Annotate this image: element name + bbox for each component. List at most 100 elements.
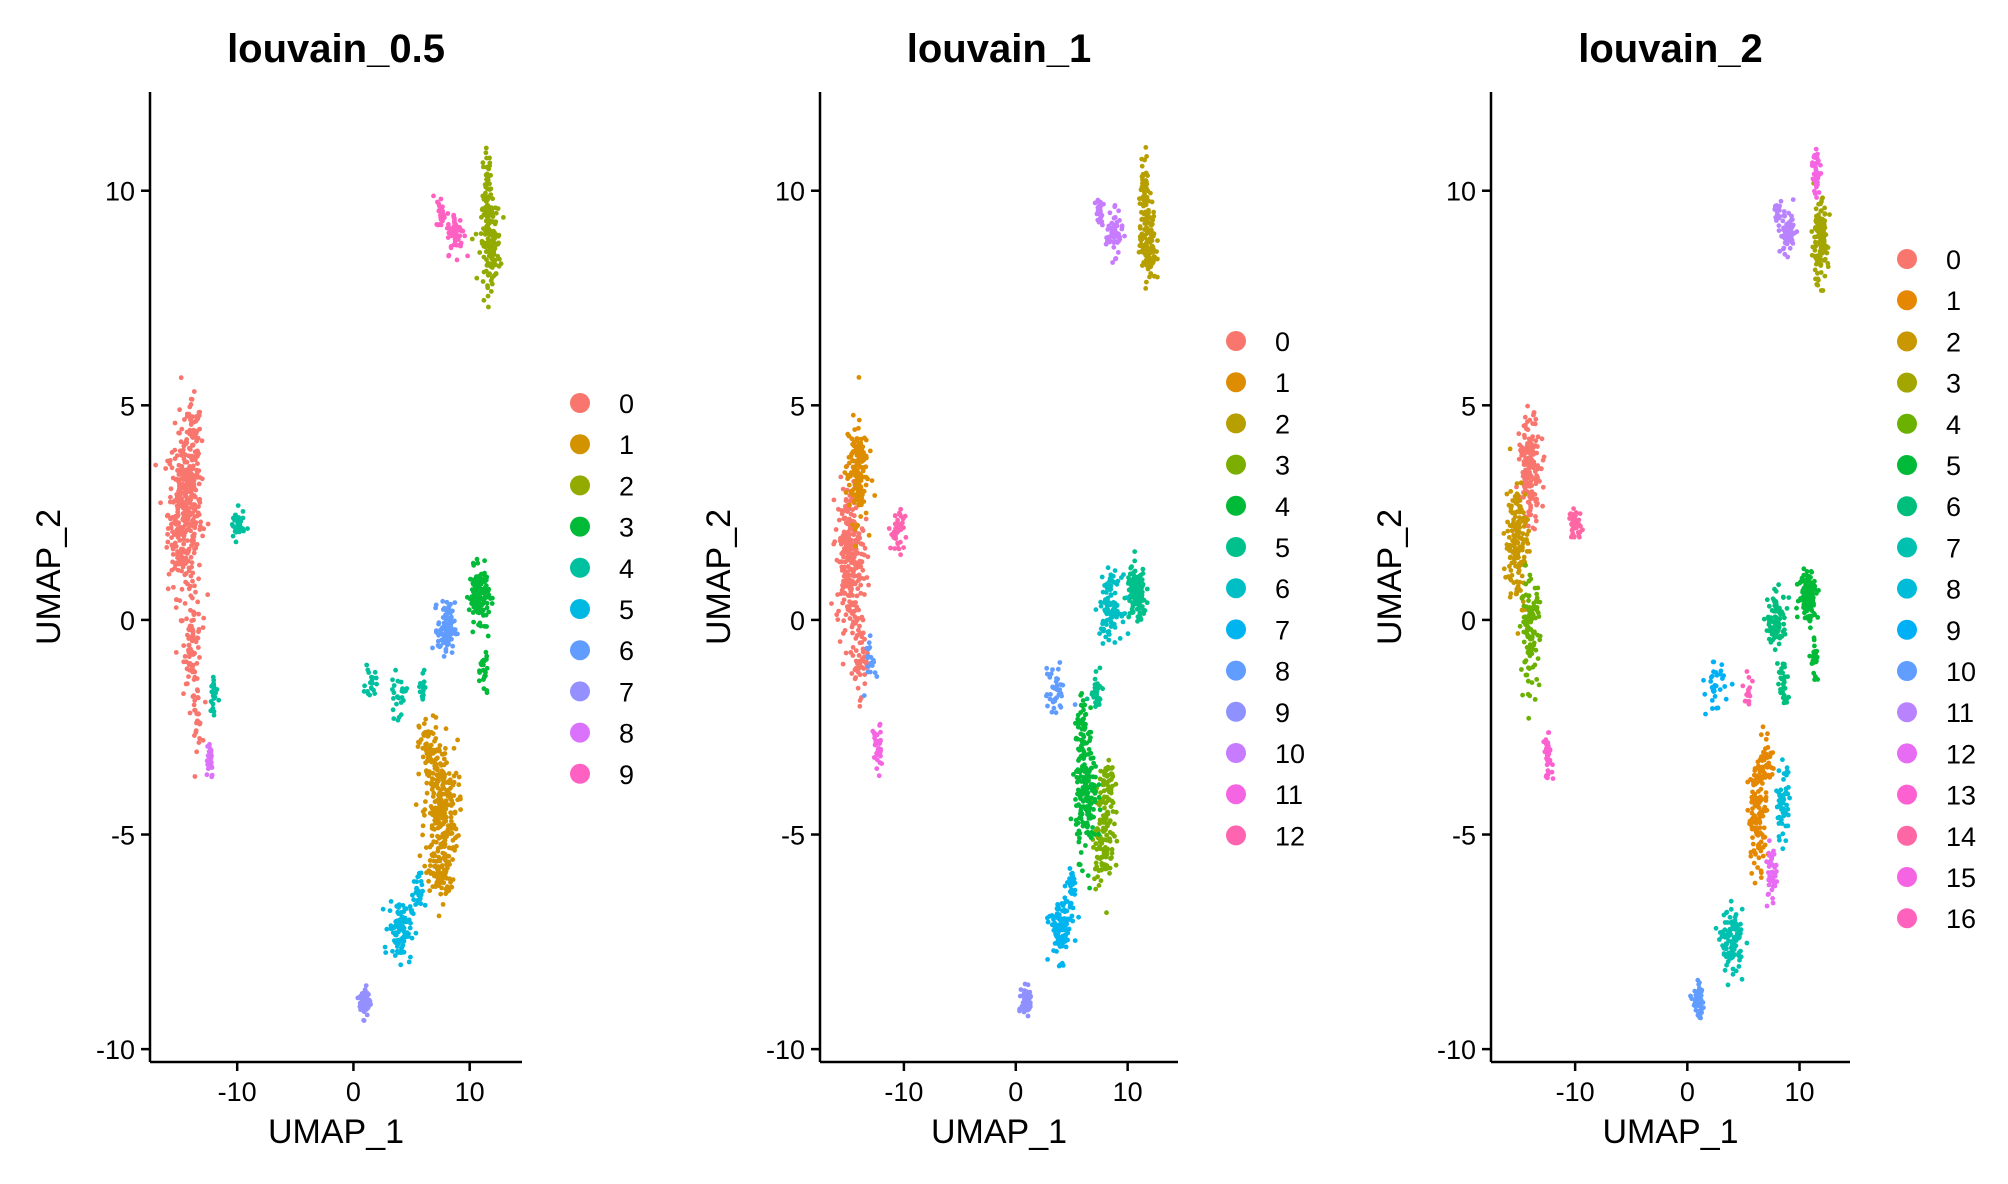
cell-point-cluster-3 (1099, 867, 1104, 873)
cell-point-cluster-6 (1103, 597, 1109, 602)
cell-point-cluster-9 (465, 253, 470, 259)
cell-point-cluster-0 (840, 533, 846, 538)
cell-point-cluster-1 (455, 737, 460, 743)
cell-point-cluster-1 (451, 793, 457, 798)
cell-point-cluster-1 (416, 771, 422, 777)
cell-point-cluster-2 (1139, 163, 1145, 169)
cell-point-cluster-0 (169, 521, 174, 527)
cell-point-cluster-4 (230, 523, 236, 529)
cell-point-cluster-5 (380, 906, 386, 912)
cell-point-cluster-11 (1778, 198, 1784, 204)
cell-point-cluster-1 (429, 833, 435, 839)
cell-point-cluster-5 (391, 938, 397, 943)
cell-point-cluster-10 (1111, 230, 1117, 236)
cell-point-cluster-4 (1521, 614, 1527, 620)
cell-point-cluster-3 (474, 556, 480, 562)
cell-point-cluster-0 (195, 461, 200, 466)
cell-point-cluster-8 (1050, 667, 1055, 672)
cell-point-cluster-11 (1788, 218, 1794, 223)
cell-point-cluster-0 (176, 520, 182, 526)
cell-point-cluster-0 (191, 637, 197, 642)
cell-point-cluster-0 (189, 543, 194, 548)
cell-point-cluster-1 (1752, 778, 1757, 784)
cell-point-cluster-4 (369, 674, 374, 680)
cell-point-cluster-0 (1529, 489, 1535, 495)
cell-point-cluster-5 (1130, 570, 1136, 576)
cell-point-cluster-0 (858, 590, 864, 596)
cell-point-cluster-7 (1731, 923, 1737, 929)
cell-point-cluster-1 (438, 891, 444, 897)
cell-point-cluster-8 (1044, 692, 1050, 697)
cell-point-cluster-9 (446, 222, 451, 227)
cell-point-cluster-3 (1110, 809, 1116, 814)
cell-point-cluster-7 (1064, 908, 1070, 914)
cell-point-cluster-11 (1785, 254, 1791, 260)
cell-point-cluster-1 (441, 813, 447, 819)
cell-point-cluster-7 (1072, 938, 1078, 943)
cell-point-cluster-8 (1776, 790, 1782, 796)
cell-point-cluster-0 (1523, 426, 1529, 432)
legend-label: 2 (619, 471, 634, 501)
cell-point-cluster-4 (1083, 785, 1089, 791)
cell-point-cluster-2 (487, 228, 493, 234)
cell-point-cluster-3 (484, 605, 490, 611)
cell-point-cluster-0 (184, 659, 189, 665)
legend-key-9 (1226, 701, 1246, 722)
cell-point-cluster-4 (1533, 647, 1539, 653)
cell-point-cluster-0 (848, 578, 854, 584)
cell-point-cluster-2 (485, 272, 491, 278)
legend-label: 12 (1275, 821, 1305, 851)
cell-point-cluster-4 (1075, 724, 1081, 730)
cell-point-cluster-1 (453, 826, 459, 832)
cell-point-cluster-4 (1075, 787, 1081, 793)
cell-point-cluster-6 (1774, 623, 1780, 628)
cell-point-cluster-1 (440, 801, 446, 807)
cell-point-cluster-4 (1532, 662, 1538, 668)
cell-point-cluster-2 (1514, 564, 1520, 569)
cell-point-cluster-10 (1113, 256, 1119, 261)
cell-point-cluster-0 (839, 511, 845, 517)
cell-point-cluster-6 (1773, 588, 1779, 594)
cell-point-cluster-2 (1518, 480, 1524, 486)
cell-point-cluster-2 (1505, 528, 1511, 534)
cell-point-cluster-4 (1536, 614, 1542, 619)
cell-point-cluster-2 (1503, 574, 1508, 580)
cell-point-cluster-5 (1811, 637, 1817, 643)
cell-point-cluster-3 (1114, 838, 1120, 844)
cell-point-cluster-3 (470, 600, 475, 605)
cell-point-cluster-5 (1799, 575, 1805, 581)
cell-point-cluster-1 (1766, 760, 1772, 766)
cell-point-cluster-4 (1086, 804, 1092, 810)
cell-point-cluster-0 (853, 505, 859, 511)
cell-point-cluster-2 (486, 194, 492, 200)
cell-point-cluster-4 (1534, 677, 1540, 682)
cell-point-cluster-8 (1045, 703, 1050, 709)
x-tick-label: -10 (884, 1077, 923, 1107)
cell-point-cluster-1 (440, 783, 445, 788)
cell-point-cluster-6 (443, 611, 449, 617)
cell-point-cluster-0 (193, 589, 198, 595)
cell-point-cluster-1 (1748, 853, 1754, 859)
cell-point-cluster-3 (1815, 270, 1820, 276)
cell-point-cluster-11 (872, 742, 878, 748)
cell-point-cluster-1 (435, 755, 440, 761)
cell-point-cluster-11 (877, 738, 882, 744)
cell-point-cluster-12 (894, 523, 900, 529)
cell-point-cluster-3 (484, 688, 490, 693)
cell-point-cluster-6 (1099, 574, 1105, 580)
cell-point-cluster-1 (448, 814, 454, 820)
cell-point-cluster-9 (1018, 987, 1024, 992)
cell-point-cluster-5 (384, 926, 390, 932)
cell-point-cluster-5 (1144, 586, 1150, 592)
cell-point-cluster-5 (1093, 704, 1098, 709)
cell-point-cluster-6 (450, 643, 456, 649)
cell-point-cluster-4 (1534, 591, 1540, 597)
cell-point-cluster-2 (1137, 224, 1143, 229)
cell-point-cluster-6 (1776, 681, 1781, 687)
cell-point-cluster-1 (853, 543, 859, 549)
cell-point-cluster-0 (198, 523, 203, 529)
cell-point-cluster-2 (501, 215, 506, 220)
cell-point-cluster-0 (188, 607, 193, 613)
cell-point-cluster-8 (1784, 802, 1789, 808)
cell-point-cluster-3 (1817, 231, 1822, 237)
